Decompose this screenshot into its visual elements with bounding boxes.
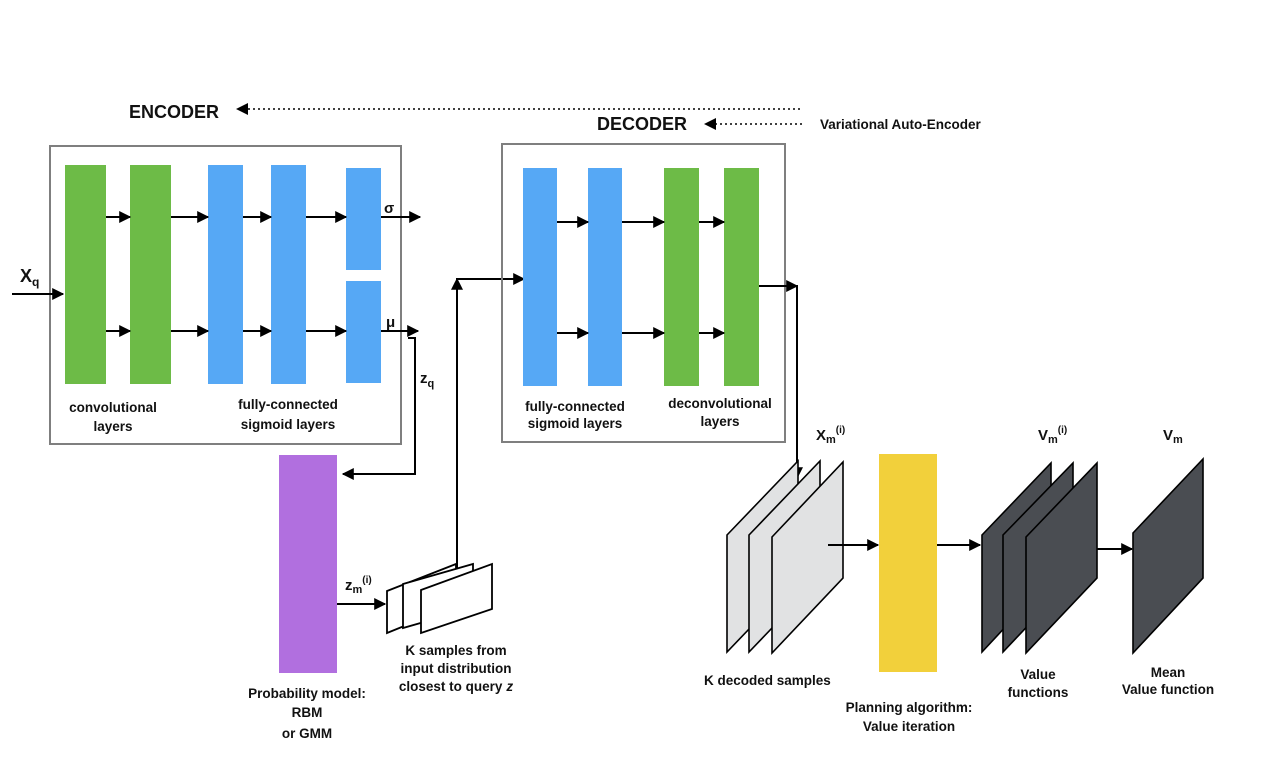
mean-value-label: Mean Value function	[1122, 665, 1214, 697]
mean-value-symbol: Vm	[1163, 427, 1183, 446]
encoder-fc-layer-2	[271, 165, 306, 384]
zm-label: zm(i)	[345, 575, 372, 596]
decoded-sheet-3	[771, 459, 844, 656]
encoder-fc-layer-1	[208, 165, 243, 384]
encoder-conv-layer-2	[130, 165, 171, 384]
sigma-label: σ	[384, 200, 394, 217]
planning-label: Planning algorithm: Value iteration	[846, 700, 973, 734]
probability-model-block	[279, 455, 337, 673]
zq-label: zq	[420, 370, 434, 390]
mu-label: μ	[386, 314, 395, 331]
decoder-arrowhead	[704, 118, 716, 130]
decoder-deconv-layer-2	[724, 168, 759, 386]
encoder-sigma-layer	[346, 168, 381, 270]
decoder-label: DECODER	[597, 114, 687, 134]
decoder-output-arrow	[759, 285, 803, 480]
decoder-deconv-label: deconvolutional layers	[668, 396, 772, 429]
encoder-conv-label: convolutional layers	[69, 400, 157, 434]
decoded-samples-symbol: Xm(i)	[816, 425, 845, 446]
decoder-deconv-layer-1	[664, 168, 699, 386]
decoder-box	[501, 143, 786, 443]
vae-label: Variational Auto-Encoder	[820, 117, 982, 132]
encoder-arrowhead	[236, 103, 248, 115]
zq-path	[341, 337, 416, 480]
samples-to-decoder-arrow	[456, 273, 526, 568]
value-functions-label: Value functions	[1008, 667, 1069, 700]
value-sheet-3	[1025, 461, 1098, 656]
encoder-label: ENCODER	[129, 102, 219, 122]
decoder-fc-layer-2	[588, 168, 622, 386]
decoder-fc-label: fully-connected sigmoid layers	[525, 399, 625, 431]
encoder-fc-label: fully-connected sigmoid layers	[238, 397, 338, 432]
decoder-fc-layer-1	[523, 168, 557, 386]
input-xq-label: Xq	[20, 266, 39, 289]
probability-model-label: Probability model: RBM or GMM	[248, 686, 366, 741]
value-functions-symbol: Vm(i)	[1038, 425, 1067, 446]
decoded-samples-label: K decoded samples	[704, 673, 831, 688]
encoder-mu-layer	[346, 281, 381, 383]
samples-label: K samples from input distribution closest …	[399, 643, 514, 694]
sample-sheet-3	[420, 562, 493, 635]
mean-value-sheet	[1132, 456, 1204, 656]
planning-block	[879, 454, 937, 672]
encoder-conv-layer-1	[65, 165, 106, 384]
